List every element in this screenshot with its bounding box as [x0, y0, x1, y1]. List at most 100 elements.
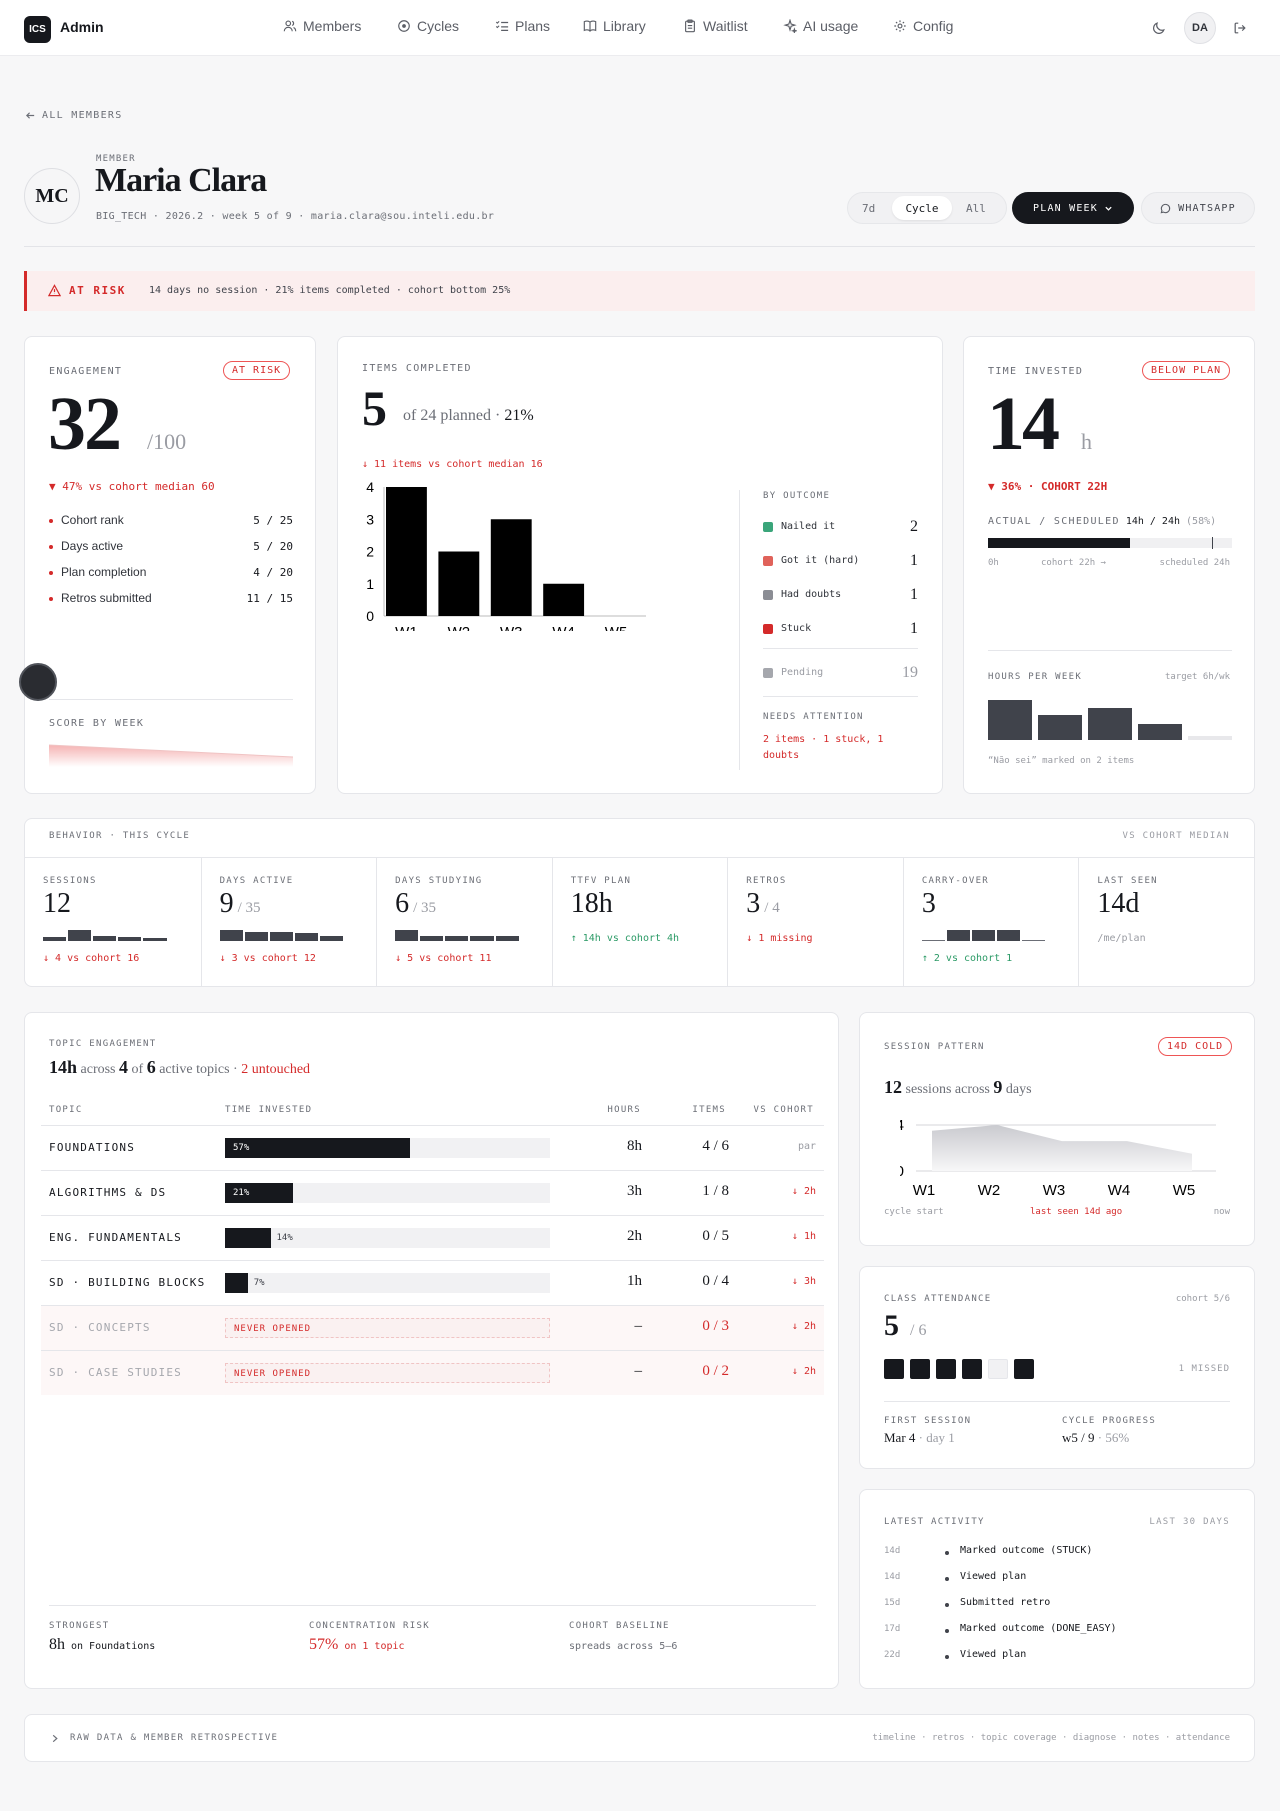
col-vs-cohort: VS COHORT	[753, 1105, 814, 1115]
nav-config[interactable]: Config	[893, 18, 953, 34]
range-tabs: 7d Cycle All	[847, 192, 1007, 224]
logout-icon[interactable]	[1233, 21, 1247, 35]
plan-week-button[interactable]: PLAN WEEK	[1012, 192, 1134, 224]
user-avatar[interactable]: DA	[1184, 12, 1216, 44]
raw-data-bar[interactable]: RAW DATA & MEMBER RETROSPECTIVE timeline…	[24, 1714, 1255, 1762]
items-bar-chart: 0 1 2 3 4 W1 W2 W3 W4 W5	[366, 481, 646, 631]
engagement-row: Plan completion 4 / 20	[49, 565, 293, 585]
footer-stat-line: spreads across 5–6	[569, 1636, 677, 1654]
axis-mid: cohort 22h →	[1041, 558, 1107, 568]
metric-label: CARRY-OVER	[921, 876, 990, 886]
needs-attention-label: NEEDS ATTENTION	[763, 712, 864, 722]
behavior-title: BEHAVIOR · THIS CYCLE	[49, 831, 191, 841]
axis-start: 0h	[988, 558, 999, 568]
topic-items: 1 / 8	[702, 1183, 729, 1199]
nav-ai-usage[interactable]: AI usage	[783, 18, 858, 34]
x-tick-label: W3	[1043, 1182, 1066, 1199]
raw-data-label: RAW DATA & MEMBER RETROSPECTIVE	[70, 1733, 279, 1743]
row-value: 5 / 25	[253, 514, 293, 527]
outcome-divider	[763, 648, 918, 649]
metric-label: DAYS STUDYING	[395, 876, 483, 886]
metric-spark-bar	[143, 938, 167, 941]
range-tab-all[interactable]: All	[966, 202, 986, 215]
nav-library[interactable]: Library	[583, 18, 646, 34]
topic-hours: –	[634, 1363, 643, 1379]
arrow-left-icon	[25, 112, 35, 119]
back-link-label: ALL MEMBERS	[42, 110, 123, 121]
items-value: 5	[362, 380, 387, 436]
topic-name: FOUNDATIONS	[49, 1141, 136, 1154]
session-area-chart: 0 4 W1 W2 W3 W4 W5	[900, 1117, 1216, 1199]
outcome-label: Stuck	[781, 623, 812, 634]
topic-row[interactable]: ALGORITHMS & DS 21% 3h 1 / 8 ↓ 2h	[41, 1170, 824, 1215]
moon-icon[interactable]	[1152, 21, 1166, 35]
session-days-text: days	[1005, 1082, 1032, 1097]
drag-handle[interactable]	[19, 663, 57, 701]
activity-text: Viewed plan	[960, 1649, 1027, 1660]
activity-item: 17d Marked outcome (DONE_EASY)	[884, 1622, 1230, 1642]
nav-cycles[interactable]: Cycles	[397, 18, 459, 34]
nav-waitlist[interactable]: Waitlist	[683, 18, 748, 34]
metric-value: 12	[43, 888, 71, 919]
summary-hours: 14h	[49, 1057, 78, 1077]
range-tab-7d[interactable]: 7d	[862, 202, 876, 215]
caption-cycle-start: cycle start	[884, 1207, 944, 1217]
pending-value: 19	[902, 664, 918, 681]
topic-hours: –	[634, 1318, 643, 1334]
metric-delta: ↓ 3 vs cohort 12	[219, 953, 316, 964]
metric-suffix: / 35	[237, 900, 261, 916]
topic-row[interactable]: SD · CASE STUDIES NEVER OPENED – 0 / 2 ↓ 2h	[41, 1350, 824, 1395]
x-tick-label: W1	[395, 624, 418, 631]
topic-row[interactable]: SD · CONCEPTS NEVER OPENED – 0 / 3 ↓ 2h	[41, 1305, 824, 1350]
session-badge: 14D COLD	[1158, 1037, 1233, 1056]
bullet-dot	[945, 1551, 949, 1555]
bar-w1	[386, 487, 427, 616]
attended-box	[962, 1359, 982, 1379]
logo[interactable]: ICS	[24, 16, 51, 43]
topic-hours: 8h	[627, 1138, 642, 1154]
by-outcome-label: BY OUTCOME	[763, 491, 831, 501]
topic-time-track: 7%	[225, 1273, 550, 1293]
metric-delta: ↓ 4 vs cohort 16	[43, 953, 140, 964]
metric-spark-bar	[43, 936, 67, 941]
topic-row[interactable]: SD · BUILDING BLOCKS 7% 1h 0 / 4 ↓ 3h	[41, 1260, 824, 1305]
range-tab-cycle[interactable]: Cycle	[892, 196, 952, 220]
warning-icon	[48, 284, 61, 297]
attendance-divider	[884, 1401, 1230, 1402]
metric-label: LAST SEEN	[1097, 876, 1158, 886]
first-session-label: FIRST SESSION	[884, 1416, 972, 1426]
topic-row[interactable]: ENG. FUNDAMENTALS 14% 2h 0 / 5 ↓ 1h	[41, 1215, 824, 1260]
nav-plans[interactable]: Plans	[495, 18, 550, 34]
nav-members[interactable]: Members	[283, 18, 361, 34]
bullet-dot	[945, 1577, 949, 1581]
topic-time-pct: 7%	[253, 1278, 265, 1288]
raw-data-links[interactable]: timeline · retros · topic coverage · dia…	[872, 1733, 1230, 1743]
topic-row[interactable]: FOUNDATIONS 57% 8h 4 / 6 par	[41, 1125, 824, 1170]
whatsapp-button[interactable]: WHATSAPP	[1141, 192, 1255, 224]
pending-label: Pending	[781, 667, 824, 678]
topic-time-track: NEVER OPENED	[225, 1363, 550, 1383]
first-session-value: Mar 4	[884, 1430, 916, 1445]
x-tick-label: W5	[1173, 1182, 1196, 1199]
engagement-score: 32	[48, 382, 122, 466]
session-count: 12	[884, 1077, 902, 1097]
back-link[interactable]: ALL MEMBERS	[25, 110, 123, 121]
metric-spark-bar	[244, 932, 268, 941]
first-session-sub: · day 1	[918, 1430, 955, 1445]
plan-week-label: PLAN WEEK	[1033, 202, 1098, 214]
bullet-dot	[945, 1629, 949, 1633]
engagement-row: Retros submitted 11 / 15	[49, 591, 293, 611]
row-label: Days active	[61, 539, 124, 553]
metric-suffix: / 35	[413, 900, 437, 916]
member-kicker: MEMBER	[96, 154, 136, 164]
activity-right-label: LAST 30 DAYS	[1149, 1517, 1230, 1527]
bar-w3	[490, 519, 532, 616]
metric-value: 6/ 35	[395, 888, 437, 919]
bullet-dot	[49, 597, 53, 601]
attendance-suffix: / 6	[910, 1322, 927, 1339]
sparkline-line	[49, 744, 293, 758]
activity-text: Marked outcome (STUCK)	[960, 1545, 1093, 1556]
bullet-dot	[49, 571, 53, 575]
missed-box	[988, 1359, 1008, 1379]
activity-label: LATEST ACTIVITY	[884, 1517, 985, 1527]
